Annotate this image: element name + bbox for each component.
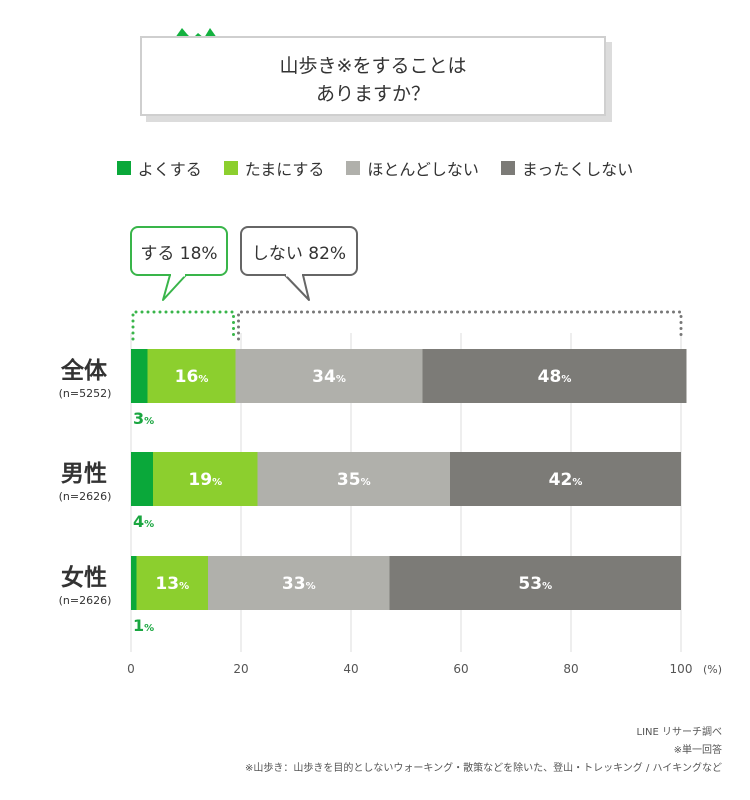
bar-hotondo-2 bbox=[208, 556, 390, 610]
definition-note: ※山歩き：山歩きを目的としないウォーキング・散策などを除いた、登山・トレッキング… bbox=[244, 763, 722, 774]
source-note: LINE リサーチ調べ bbox=[636, 727, 723, 738]
answer-note: ※単一回答 bbox=[673, 745, 722, 756]
bar-yoku-1 bbox=[131, 452, 153, 506]
chart-title: 山歩き※をすることは ありますか？ bbox=[142, 52, 604, 108]
bar-mattaku-1 bbox=[450, 452, 681, 506]
unit-label: (%) bbox=[703, 663, 722, 676]
x-tick-label-60: 60 bbox=[453, 662, 468, 676]
title-line-2: ありますか？ bbox=[315, 83, 430, 105]
legend-label-tamani: たまにする bbox=[244, 160, 325, 179]
bar-tamani-2 bbox=[136, 556, 208, 610]
x-tick-label-80: 80 bbox=[563, 662, 578, 676]
bubble-do-label: する 18% bbox=[140, 243, 218, 264]
bubble-do-tail bbox=[162, 274, 187, 301]
category-label-1: 男性 bbox=[61, 461, 107, 487]
x-tick-label-40: 40 bbox=[343, 662, 358, 676]
bubble-dont-label: しない 82% bbox=[251, 243, 347, 264]
data-label-hotondo-2: 33% bbox=[282, 574, 316, 594]
data-label-yoku-2: 1% bbox=[133, 616, 154, 635]
bracket-do bbox=[131, 310, 235, 341]
x-tick-label-0: 0 bbox=[127, 662, 135, 676]
bubble-dont-tail bbox=[284, 274, 310, 301]
category-n-1: (n=2626) bbox=[59, 490, 112, 503]
bracket-dont bbox=[237, 310, 683, 341]
bar-yoku-0 bbox=[131, 349, 148, 403]
bar-tamani-0 bbox=[147, 349, 236, 403]
data-label-tamani-2: 13% bbox=[155, 574, 189, 594]
bubble-dont: しない 82% bbox=[240, 226, 358, 276]
bar-yoku-2 bbox=[131, 556, 137, 610]
data-label-hotondo-0: 34% bbox=[312, 367, 346, 387]
bubble-do: する 18% bbox=[130, 226, 228, 276]
category-n-0: (n=5252) bbox=[59, 387, 112, 400]
data-label-mattaku-0: 48% bbox=[538, 367, 572, 387]
x-tick-label-100: 100 bbox=[670, 662, 693, 676]
legend-swatch-tamani bbox=[223, 161, 238, 175]
data-label-tamani-1: 19% bbox=[188, 470, 222, 490]
bar-mattaku-2 bbox=[389, 556, 681, 610]
legend-label-hotondo: ほとんどしない bbox=[367, 160, 479, 179]
category-label-0: 全体 bbox=[60, 357, 108, 384]
data-label-hotondo-1: 35% bbox=[337, 470, 371, 490]
legend-item-hotondo: ほとんどしない bbox=[346, 156, 479, 180]
bar-hotondo-1 bbox=[257, 452, 450, 506]
legend: よくする たまにする ほとんどしない まったくしない bbox=[0, 156, 750, 180]
bar-hotondo-0 bbox=[235, 349, 423, 403]
data-label-tamani-0: 16% bbox=[175, 367, 209, 387]
title-box: 山歩き※をすることは ありますか？ bbox=[140, 36, 606, 116]
legend-swatch-hotondo bbox=[346, 161, 361, 175]
legend-swatch-yoku bbox=[116, 161, 131, 175]
legend-label-mattaku: まったくしない bbox=[521, 160, 634, 179]
legend-label-yoku: よくする bbox=[137, 160, 202, 179]
data-label-yoku-1: 4% bbox=[133, 512, 154, 531]
data-label-mattaku-1: 42% bbox=[549, 470, 583, 490]
bar-mattaku-0 bbox=[422, 349, 687, 403]
bar-tamani-1 bbox=[153, 452, 258, 506]
data-label-mattaku-2: 53% bbox=[518, 574, 552, 594]
category-label-2: 女性 bbox=[61, 564, 107, 591]
legend-item-yoku: よくする bbox=[116, 156, 202, 180]
title-line-1: 山歩き※をすることは bbox=[279, 55, 467, 77]
category-n-2: (n=2626) bbox=[59, 594, 112, 607]
data-label-yoku-0: 3% bbox=[133, 409, 154, 428]
legend-item-tamani: たまにする bbox=[223, 156, 325, 180]
legend-item-mattaku: まったくしない bbox=[500, 156, 634, 180]
x-tick-label-20: 20 bbox=[233, 662, 248, 676]
legend-swatch-mattaku bbox=[500, 161, 515, 175]
